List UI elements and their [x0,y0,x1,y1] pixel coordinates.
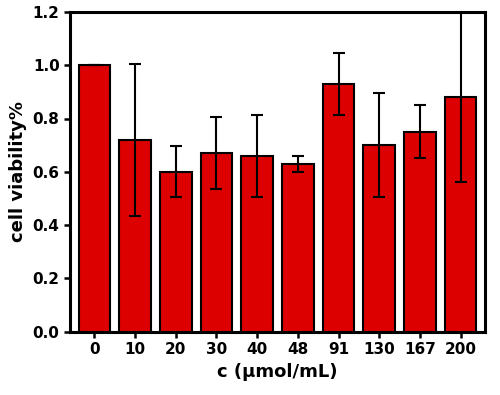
Bar [160,172,192,332]
Bar [404,132,436,332]
Y-axis label: cell viability%: cell viability% [9,102,27,242]
Bar [78,65,110,332]
Bar [200,153,232,332]
Bar [364,145,395,332]
Bar [444,97,476,332]
X-axis label: c (μmol/mL): c (μmol/mL) [217,363,338,381]
Bar [282,164,314,332]
Bar [322,84,354,332]
Bar [119,140,151,332]
Bar [242,156,273,332]
